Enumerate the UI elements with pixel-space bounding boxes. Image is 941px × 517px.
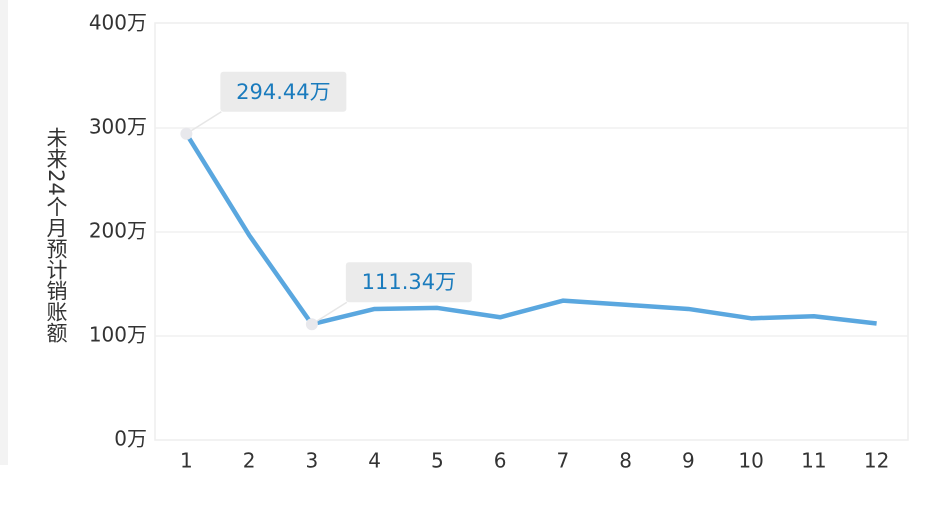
x-tick-label: 3 — [306, 449, 319, 473]
x-tick-label: 5 — [431, 449, 444, 473]
y-tick-label: 400万 — [89, 11, 147, 35]
point-marker — [180, 127, 193, 140]
y-tick-label: 200万 — [89, 219, 147, 243]
annotation-box — [345, 262, 472, 303]
x-tick-label: 11 — [801, 449, 826, 473]
x-tick-label: 9 — [682, 449, 695, 473]
x-tick-label: 7 — [557, 449, 570, 473]
annotation-leader — [185, 111, 222, 135]
x-tick-label: 4 — [368, 449, 381, 473]
side-strip — [0, 0, 8, 465]
x-tick-label: 10 — [738, 449, 763, 473]
annotation-box — [220, 71, 347, 112]
annotation-leader — [311, 301, 348, 325]
x-tick-label: 8 — [619, 449, 632, 473]
y-tick-label: 300万 — [89, 115, 147, 139]
y-tick-label: 100万 — [89, 323, 147, 347]
data-line — [184, 132, 877, 327]
y-axis-label: 未来24个月预计销账额 — [44, 127, 68, 343]
y-tick-label: 0万 — [114, 427, 147, 451]
x-tick-label: 12 — [864, 449, 889, 473]
point-marker — [305, 318, 318, 331]
x-tick-label: 1 — [180, 449, 193, 473]
value-label: 294.44万 — [236, 80, 330, 104]
x-tick-label: 6 — [494, 449, 507, 473]
value-label: 111.34万 — [362, 270, 456, 294]
x-tick-label: 2 — [243, 449, 256, 473]
